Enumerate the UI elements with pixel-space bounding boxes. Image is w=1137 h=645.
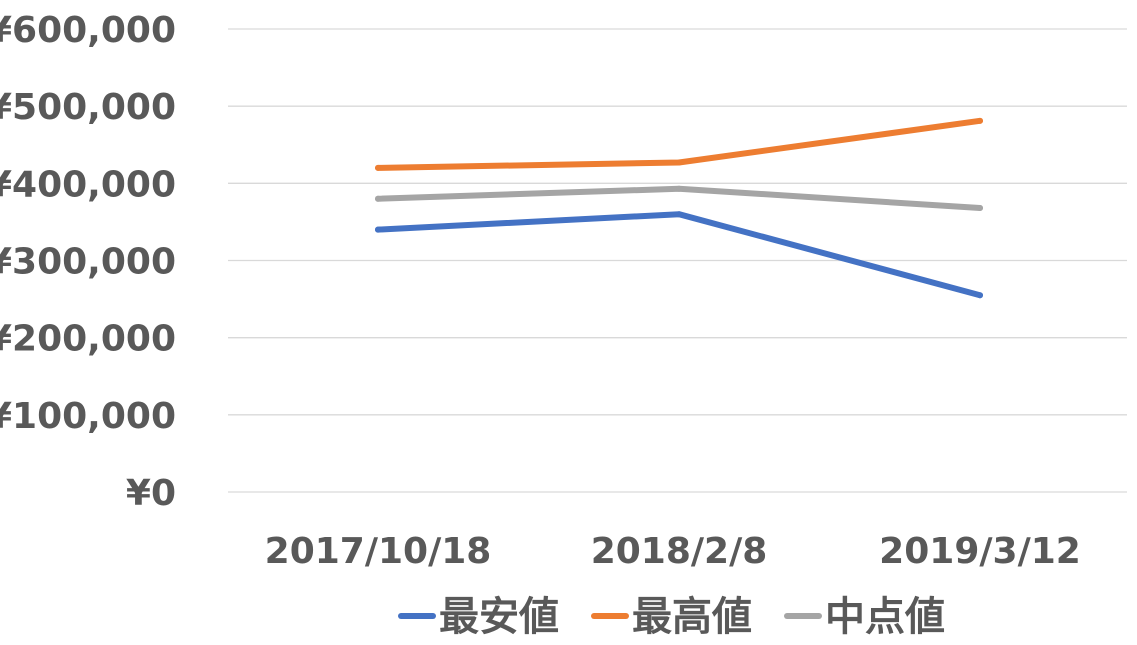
y-tick-label: ¥100,000 [0,396,176,437]
y-tick-label: ¥600,000 [0,10,176,51]
x-tick-label: 2019/3/12 [879,531,1081,572]
data-point [977,205,983,212]
y-tick-label: ¥500,000 [0,87,176,128]
legend-label: 最安値 [439,594,559,640]
y-tick-label: ¥200,000 [0,319,176,360]
data-point [676,159,682,166]
y-tick-label: ¥300,000 [0,242,176,283]
plot-area [375,117,983,299]
y-tick-label: ¥0 [126,473,176,514]
series-line [375,211,983,299]
y-axis: ¥0 ¥100,000 ¥200,000 ¥300,000 ¥400,000 ¥500,0… [0,10,176,514]
x-tick-label: 2017/10/18 [265,531,492,572]
data-point [375,164,381,171]
data-point [676,185,682,192]
legend-label: 最高値 [632,594,752,640]
data-point [977,117,983,124]
legend-item: 最高値 [591,594,752,640]
x-tick-label: 2018/2/8 [591,531,768,572]
y-tick-label: ¥400,000 [0,164,176,205]
legend: 最安値 最高値 中点値 [398,594,945,640]
legend-item: 最安値 [398,594,559,640]
legend-label: 中点値 [825,594,945,640]
legend-item: 中点値 [784,594,945,640]
data-point [375,195,381,202]
gridlines [228,28,1127,493]
x-axis: 2017/10/18 2018/2/8 2019/3/12 [265,531,1081,572]
data-point [676,211,682,218]
data-point [977,292,983,299]
data-point [375,226,381,233]
